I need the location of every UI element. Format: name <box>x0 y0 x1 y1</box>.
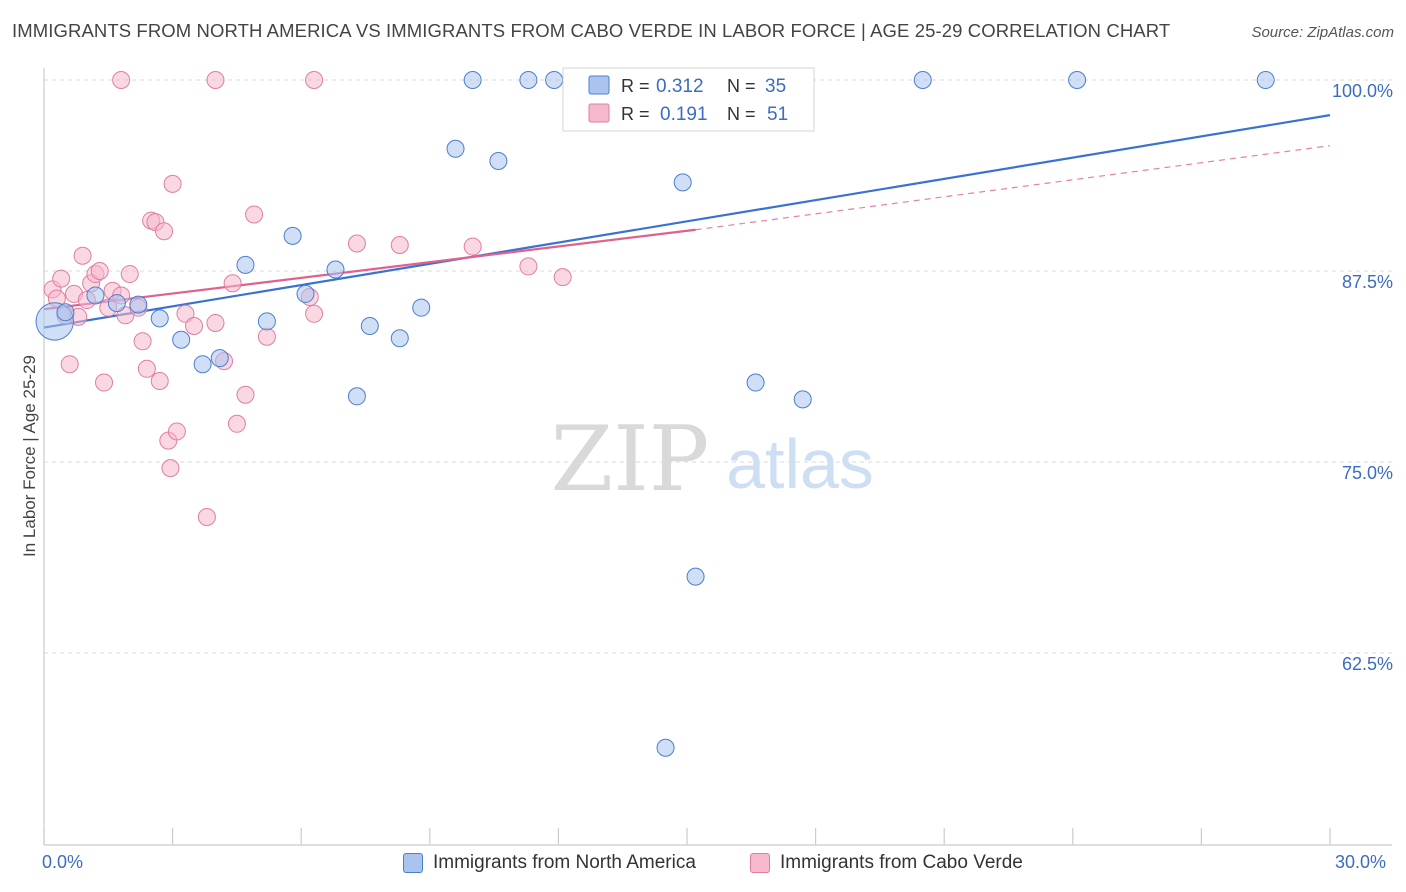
watermark-zip: ZIP <box>551 407 710 512</box>
cabo-verde-point-28 <box>167 422 186 441</box>
north-america-point-19 <box>463 71 482 89</box>
north-america-point-11 <box>283 226 302 245</box>
watermark: ZIP atlas <box>551 407 874 512</box>
legend-r-value-1: 0.312 <box>656 76 704 97</box>
cabo-verde-point-32 <box>206 313 225 332</box>
north-america-point-28 <box>746 373 765 392</box>
cabo-verde-point-2 <box>52 269 71 288</box>
cabo-verde-point-47 <box>519 257 538 276</box>
legend-n-label-1: N = <box>727 76 756 96</box>
series-legend: Immigrants from North America Immigrants… <box>0 852 1406 878</box>
trend-lines <box>43 114 1331 329</box>
legend-n-label-2: N = <box>727 104 756 124</box>
cabo-verde-point-4 <box>60 355 79 374</box>
north-america-point-2 <box>86 286 105 305</box>
north-america-point-21 <box>519 71 538 89</box>
cabo-verde-point-12 <box>95 373 114 392</box>
cabo-verde-point-38 <box>257 327 276 346</box>
trend-line-north-america <box>43 114 1331 329</box>
y-tick-label-2: 87.5% <box>1342 272 1393 292</box>
cabo-verde-point-29 <box>176 304 195 323</box>
cabo-verde-point-24 <box>155 222 174 241</box>
cabo-verde-point-19 <box>133 332 152 351</box>
y-tick-label-1: 75.0% <box>1342 463 1393 483</box>
y-tick-labels: 62.5% 75.0% 87.5% 100.0% <box>1332 81 1393 674</box>
north-america-point-30 <box>913 71 932 89</box>
cabo-verde-point-48 <box>553 268 572 287</box>
cabo-verde-point-23 <box>150 372 169 391</box>
chart-title: IMMIGRANTS FROM NORTH AMERICA VS IMMIGRA… <box>12 20 1171 41</box>
cabo-verde-point-27 <box>163 174 182 193</box>
cabo-verde-point-11 <box>90 262 109 280</box>
x-tick-min: 0.0% <box>42 852 84 872</box>
cabo-verde-point-31 <box>197 508 216 527</box>
north-america-point-32 <box>1256 71 1275 89</box>
cabo-verde-point-34 <box>223 274 242 293</box>
cabo-verde-point-44 <box>347 234 366 253</box>
cabo-verde-point-20 <box>137 359 156 378</box>
series-north-america-points <box>35 71 1275 757</box>
legend-swatch-pink <box>588 103 610 123</box>
legend-swatch-blue <box>588 75 610 95</box>
legend-item-cabo-verde[interactable]: Immigrants from Cabo Verde <box>750 852 1023 874</box>
cabo-verde-point-26 <box>161 459 180 478</box>
north-america-point-12 <box>296 284 315 303</box>
cabo-verde-point-46 <box>463 237 482 256</box>
swatch-cabo-verde <box>750 853 770 873</box>
cabo-verde-point-39 <box>112 71 131 89</box>
north-america-point-15 <box>360 317 379 336</box>
x-tick-max: 30.0% <box>1335 852 1387 872</box>
cabo-verde-point-17 <box>120 265 139 284</box>
north-america-point-9 <box>236 255 255 274</box>
legend-item-north-america[interactable]: Immigrants from North America <box>403 852 696 874</box>
north-america-point-8 <box>210 349 229 368</box>
north-america-point-4 <box>129 295 148 314</box>
north-america-point-17 <box>412 298 431 317</box>
north-america-point-20 <box>489 151 508 170</box>
north-america-point-29 <box>793 390 812 409</box>
cabo-verde-point-40 <box>206 71 225 89</box>
legend-r-label-1: R = <box>621 76 650 96</box>
north-america-point-24 <box>673 173 692 192</box>
correlation-legend: R = 0.312 N = 35 R = 0.191 N = 51 <box>562 67 815 132</box>
trend-line-cabo-verde-extension <box>695 145 1331 231</box>
north-america-point-26 <box>686 567 705 586</box>
swatch-north-america <box>403 853 423 873</box>
y-tick-label-3: 100.0% <box>1332 81 1393 101</box>
source-credit: Source: ZipAtlas.com <box>1251 24 1394 41</box>
cabo-verde-point-30 <box>185 317 204 336</box>
cabo-verde-point-37 <box>245 205 264 224</box>
north-america-point-5 <box>150 309 169 328</box>
y-tick-label-0: 62.5% <box>1342 654 1393 674</box>
north-america-point-6 <box>172 330 191 349</box>
north-america-point-22 <box>545 71 564 89</box>
north-america-point-14 <box>347 387 366 406</box>
north-america-point-1 <box>56 303 75 322</box>
trend-line-cabo-verde <box>43 228 696 311</box>
cabo-verde-point-7 <box>73 246 92 265</box>
legend-r-label-2: R = <box>621 104 650 124</box>
north-america-point-31 <box>1068 71 1087 89</box>
cabo-verde-point-45 <box>390 236 409 255</box>
cabo-verde-point-36 <box>236 385 255 404</box>
legend-n-value-2: 51 <box>767 104 788 125</box>
north-america-point-7 <box>193 355 212 374</box>
cabo-verde-point-41 <box>305 71 324 89</box>
north-america-point-16 <box>390 329 409 348</box>
north-america-point-3 <box>107 294 126 313</box>
legend-label-north-america: Immigrants from North America <box>433 852 696 873</box>
axes <box>43 68 1392 846</box>
cabo-verde-point-35 <box>227 414 246 433</box>
north-america-point-18 <box>446 139 465 158</box>
legend-n-value-1: 35 <box>765 76 786 97</box>
watermark-atlas: atlas <box>726 425 874 503</box>
grid-lines <box>44 79 1392 654</box>
legend-label-cabo-verde: Immigrants from Cabo Verde <box>780 852 1023 873</box>
north-america-point-10 <box>257 312 276 331</box>
cabo-verde-point-43 <box>305 304 324 323</box>
legend-r-value-2: 0.191 <box>660 104 708 125</box>
north-america-point-25 <box>656 738 675 757</box>
north-america-point-13 <box>326 260 345 279</box>
